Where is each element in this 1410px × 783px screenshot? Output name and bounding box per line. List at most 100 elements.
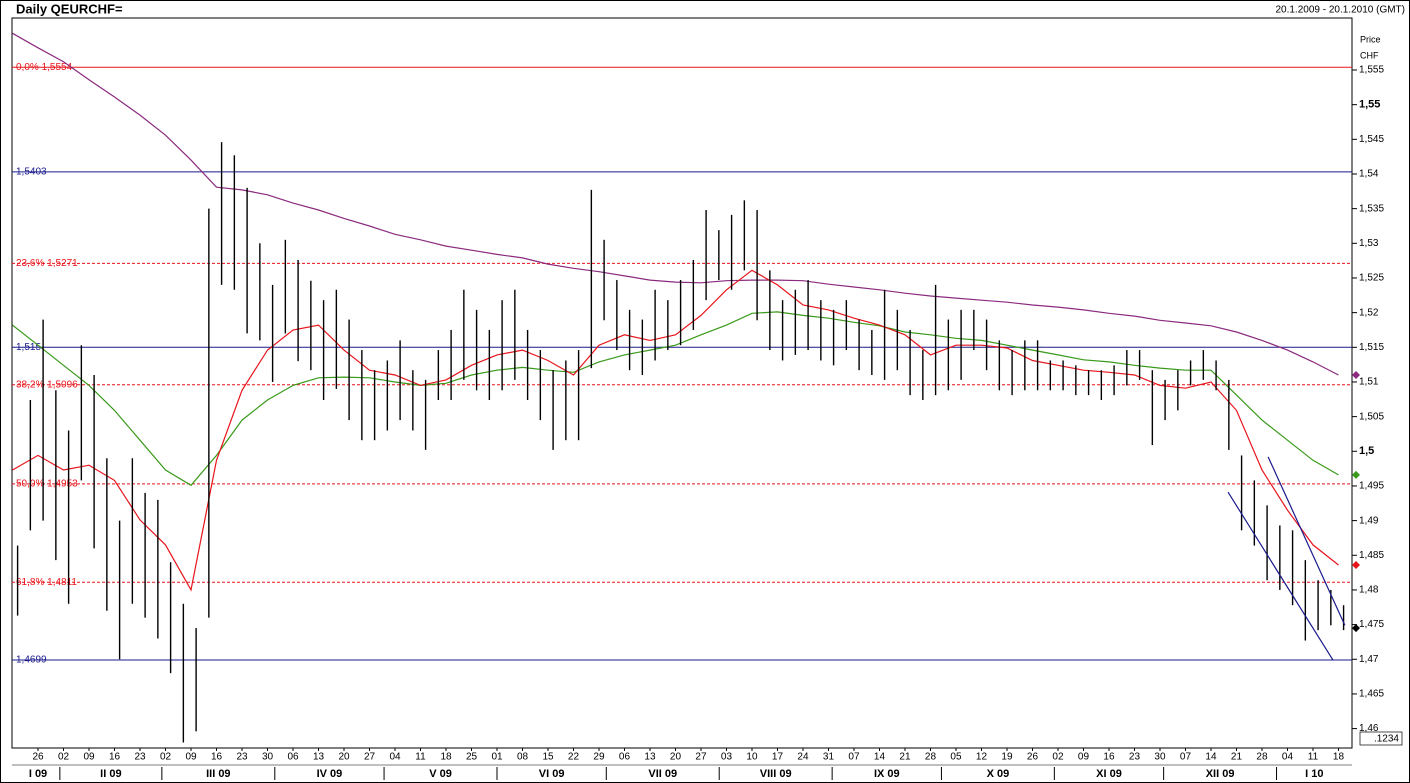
y-tick-label: 1,505 (1359, 411, 1384, 422)
y-tick-label: 1,545 (1359, 134, 1384, 145)
month-label: IV 09 (317, 768, 343, 780)
y-tick-label: 1,54 (1359, 169, 1379, 180)
month-label: II 09 (100, 768, 121, 780)
x-tick-label: 22 (568, 752, 580, 763)
x-tick-label: 11 (415, 752, 426, 763)
ma-last-marker (1352, 470, 1360, 479)
x-tick-label: 24 (797, 752, 809, 763)
y-tick-label: 1,5 (1359, 445, 1374, 457)
y-axis-label: Price (1360, 34, 1381, 44)
x-tick-label: 26 (32, 752, 44, 763)
month-label: III 09 (206, 768, 230, 780)
month-label: IX 09 (874, 768, 900, 780)
y-tick-label: 1,48 (1359, 585, 1379, 596)
level-label: 50,0% 1,4953 (16, 479, 78, 490)
x-tick-label: 13 (644, 752, 656, 763)
x-tick-label: 08 (517, 752, 529, 763)
corner-box (1359, 731, 1403, 746)
level-label: 38,2% 1,5096 (16, 379, 78, 390)
x-tick-label: 14 (1205, 752, 1217, 763)
x-tick-label: 23 (236, 752, 248, 763)
x-tick-label: 03 (721, 752, 733, 763)
month-label: X 09 (987, 768, 1010, 780)
x-tick-label: 02 (1052, 752, 1064, 763)
x-tick-label: 19 (1001, 752, 1013, 763)
y-tick-label: 1,535 (1359, 203, 1384, 214)
x-tick-label: 23 (1129, 752, 1141, 763)
x-tick-label: 06 (287, 752, 299, 763)
y-tick-label: 1,49 (1359, 515, 1379, 526)
x-tick-label: 02 (160, 752, 172, 763)
x-tick-label: 30 (1154, 752, 1166, 763)
y-tick-label: 1,485 (1359, 550, 1384, 561)
x-tick-label: 20 (670, 752, 682, 763)
level-label: 0,0% 1,5554 (16, 62, 73, 73)
x-tick-label: 29 (593, 752, 605, 763)
chart-subtitle: 20.1.2009 - 20.1.2010 (GMT) (1275, 5, 1405, 16)
x-tick-label: 26 (1027, 752, 1039, 763)
month-label: XII 09 (1206, 768, 1235, 780)
y-tick-label: 1,515 (1359, 342, 1384, 353)
x-tick-label: 23 (134, 752, 146, 763)
level-label: 61,8% 1,4811 (16, 577, 77, 588)
x-tick-label: 16 (1103, 752, 1115, 763)
y-tick-label: 1,555 (1359, 65, 1384, 76)
x-tick-label: 04 (1282, 752, 1294, 763)
moving-average (12, 311, 1339, 487)
y-tick-label: 1,52 (1359, 307, 1379, 318)
x-tick-label: 09 (185, 752, 197, 763)
x-tick-label: 07 (1180, 752, 1192, 763)
month-label: VII 09 (648, 768, 677, 780)
y-tick-label: 1,495 (1359, 481, 1384, 492)
x-tick-label: 17 (772, 752, 784, 763)
x-tick-label: 21 (1231, 752, 1243, 763)
x-tick-label: 21 (899, 752, 911, 763)
month-label: V 09 (429, 768, 452, 780)
level-label: 1,5403 (16, 167, 47, 178)
x-tick-label: 18 (1333, 752, 1345, 763)
ma-last-marker (1352, 371, 1360, 380)
x-tick-label: 06 (619, 752, 631, 763)
chart-title: Daily QEURCHF= (16, 1, 123, 16)
x-tick-label: 10 (746, 752, 758, 763)
x-tick-label: 14 (874, 752, 886, 763)
y-tick-label: 1,55 (1359, 99, 1380, 111)
x-tick-label: 18 (440, 752, 452, 763)
x-tick-label: 25 (466, 752, 478, 763)
moving-average (12, 269, 1339, 592)
x-tick-label: 27 (364, 752, 376, 763)
x-tick-label: 28 (925, 752, 937, 763)
x-tick-label: 13 (313, 752, 325, 763)
x-tick-label: 11 (1308, 752, 1319, 763)
y-tick-label: 1,525 (1359, 273, 1384, 284)
x-tick-label: 20 (338, 752, 350, 763)
moving-average (12, 32, 1339, 376)
month-label: VI 09 (539, 768, 565, 780)
x-tick-label: 16 (109, 752, 121, 763)
level-label: 23,6% 1,5271 (16, 258, 78, 269)
month-label: XI 09 (1096, 768, 1122, 780)
plot-area (11, 17, 1353, 749)
x-tick-label: 07 (848, 752, 860, 763)
ma-last-marker (1352, 560, 1360, 569)
month-label: I 10 (1305, 768, 1323, 780)
last-price-marker (1352, 624, 1360, 633)
x-tick-label: 05 (950, 752, 962, 763)
x-tick-label: 02 (58, 752, 70, 763)
trend-line (1227, 491, 1334, 661)
y-tick-label: 1,47 (1359, 654, 1379, 665)
y-tick-label: 1,53 (1359, 238, 1379, 249)
month-label: VIII 09 (760, 768, 792, 780)
x-tick-label: 27 (695, 752, 707, 763)
trend-line (1267, 456, 1346, 626)
corner-label: .1234 (1374, 734, 1399, 745)
x-tick-label: 09 (83, 752, 95, 763)
level-label: 1,515 (16, 342, 41, 353)
x-tick-label: 12 (976, 752, 988, 763)
month-label: I 09 (29, 768, 47, 780)
x-tick-label: 30 (262, 752, 274, 763)
x-tick-label: 01 (491, 752, 503, 763)
y-tick-label: 1,475 (1359, 619, 1384, 630)
